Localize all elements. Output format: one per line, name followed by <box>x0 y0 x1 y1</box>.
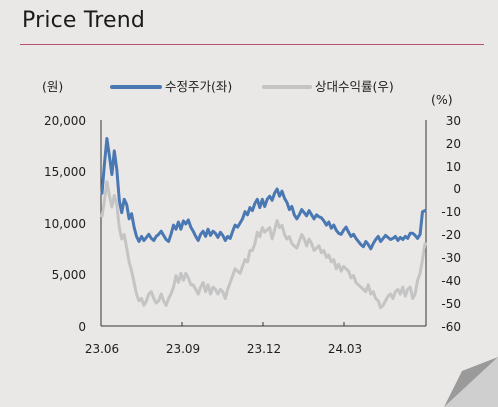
x-tick-label: 24.03 <box>328 342 362 356</box>
left-axis-unit: (원) <box>42 79 63 94</box>
page-curl-decoration <box>444 357 498 407</box>
x-axis-ticks: 23.06 23.09 23.12 24.03 <box>85 322 362 356</box>
right-tick-label: -20 <box>441 228 461 242</box>
x-tick-label: 23.09 <box>166 342 200 356</box>
legend-label-adjusted-price: 수정주가(좌) <box>165 79 232 94</box>
series-line-adjusted-price <box>100 137 427 251</box>
left-axis-ticks: 20,000 15,000 10,000 5,000 0 <box>44 114 86 334</box>
right-tick-label: 30 <box>446 114 461 128</box>
left-tick-label: 20,000 <box>44 114 86 128</box>
left-tick-label: 0 <box>78 320 86 334</box>
right-tick-label: 10 <box>446 160 461 174</box>
x-tick-label: 23.12 <box>247 342 281 356</box>
right-tick-label: -60 <box>441 320 461 334</box>
left-tick-label: 15,000 <box>44 165 86 179</box>
chart-title: Price Trend <box>22 8 146 33</box>
legend-label-relative-return: 상대수익률(우) <box>315 79 394 94</box>
left-tick-label: 10,000 <box>44 217 86 231</box>
right-tick-label: -40 <box>441 274 461 288</box>
series-line-relative-return <box>100 180 427 310</box>
left-tick-label: 5,000 <box>52 268 86 282</box>
right-axis-ticks: 30 20 10 0 -10 -20 -30 -40 -50 -60 <box>441 114 461 334</box>
right-tick-label: -50 <box>441 297 461 311</box>
right-axis-unit: (%) <box>431 92 453 107</box>
right-tick-label: -30 <box>441 251 461 265</box>
right-tick-label: -10 <box>441 205 461 219</box>
title-divider <box>20 44 484 45</box>
legend: 수정주가(좌) 상대수익률(우) <box>110 79 394 94</box>
x-tick-label: 23.06 <box>85 342 119 356</box>
right-tick-label: 20 <box>446 137 461 151</box>
right-tick-label: 0 <box>453 182 461 196</box>
